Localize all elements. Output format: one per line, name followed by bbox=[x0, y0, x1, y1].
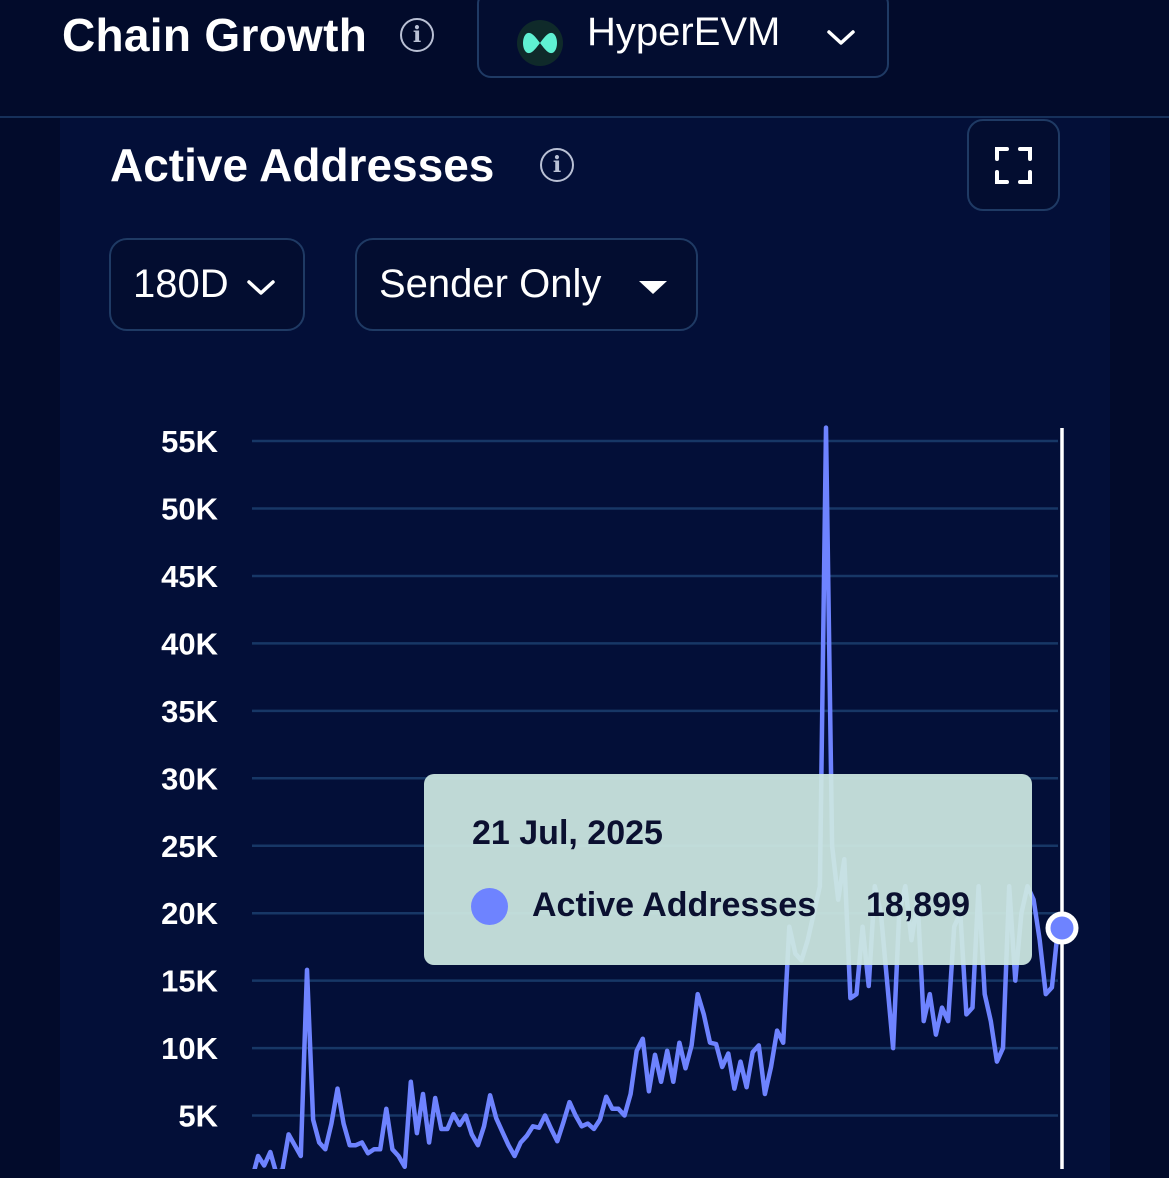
series-layer bbox=[252, 425, 1061, 1169]
y-tick-label: 5K bbox=[178, 1099, 218, 1134]
fullscreen-button[interactable] bbox=[967, 119, 1060, 211]
chain-selector[interactable]: HyperEVM bbox=[477, 0, 889, 78]
chevron-down-icon bbox=[827, 30, 855, 45]
y-tick-label: 10K bbox=[161, 1031, 218, 1066]
tooltip-date: 21 Jul, 2025 bbox=[472, 814, 663, 852]
mode-dropdown[interactable]: Sender Only bbox=[355, 238, 698, 331]
y-axis-labels: 5K 10K 15K 20K 25K 30K 35K 40K 45K 50K 55K bbox=[161, 424, 218, 1134]
chart-title: Active Addresses bbox=[110, 139, 495, 191]
page-title: Chain Growth bbox=[62, 9, 368, 61]
period-dropdown-value: 180D bbox=[133, 262, 229, 306]
top-bar: Chain Growth i HyperEVM bbox=[0, 0, 1169, 118]
y-tick-label: 50K bbox=[161, 492, 218, 527]
y-tick-label: 35K bbox=[161, 694, 218, 729]
y-tick-label: 25K bbox=[161, 829, 218, 864]
y-tick-label: 55K bbox=[161, 424, 218, 459]
y-tick-label: 45K bbox=[161, 559, 218, 594]
caret-down-icon bbox=[639, 281, 667, 294]
chart-tooltip: 21 Jul, 2025 Active Addresses 18,899 bbox=[424, 774, 1032, 965]
series-line bbox=[252, 425, 1061, 1169]
tooltip-value: 18,899 bbox=[866, 886, 970, 924]
y-tick-label: 40K bbox=[161, 626, 218, 661]
y-tick-label: 30K bbox=[161, 761, 218, 796]
chevron-down-icon bbox=[247, 280, 275, 295]
tooltip-series-label: Active Addresses bbox=[532, 886, 817, 924]
series-color-dot bbox=[471, 888, 508, 925]
highlight-point bbox=[1045, 911, 1079, 945]
info-icon[interactable]: i bbox=[540, 148, 574, 182]
y-tick-label: 15K bbox=[161, 964, 218, 999]
fullscreen-icon bbox=[995, 147, 1032, 184]
chain-selector-value: HyperEVM bbox=[587, 10, 781, 54]
period-dropdown[interactable]: 180D bbox=[109, 238, 305, 331]
crosshair-layer bbox=[1045, 428, 1079, 1169]
hyperevm-logo-icon bbox=[517, 20, 563, 66]
y-tick-label: 20K bbox=[161, 896, 218, 931]
info-icon[interactable]: i bbox=[400, 18, 434, 52]
mode-dropdown-value: Sender Only bbox=[379, 262, 602, 306]
